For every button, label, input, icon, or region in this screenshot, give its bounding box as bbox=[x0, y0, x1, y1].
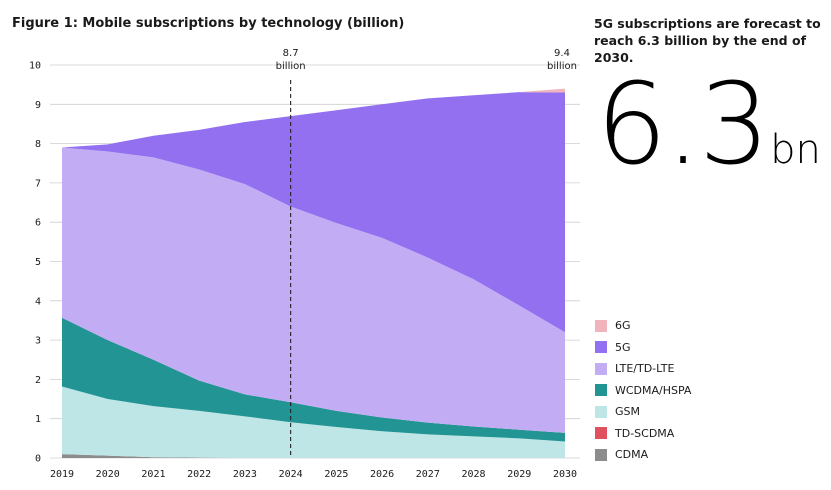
annotation-2024-line-1: billion bbox=[276, 61, 306, 72]
y-tick-6: 6 bbox=[35, 218, 41, 229]
y-tick-3: 3 bbox=[35, 336, 41, 347]
x-tick-2029: 2029 bbox=[507, 469, 531, 480]
legend-label-gsm: GSM bbox=[615, 405, 640, 419]
y-tick-2: 2 bbox=[35, 375, 41, 386]
x-tick-2030: 2030 bbox=[553, 469, 577, 480]
legend-label-td-scdma: TD-SCDMA bbox=[615, 426, 675, 440]
x-tick-2022: 2022 bbox=[187, 469, 211, 480]
legend-label-5g: 5G bbox=[615, 340, 631, 354]
x-tick-2021: 2021 bbox=[141, 469, 165, 480]
legend-item-5g: 5G bbox=[595, 337, 691, 359]
annotation-2024-line-0: 8.7 bbox=[283, 48, 299, 59]
legend-label-cdma: CDMA bbox=[615, 448, 649, 462]
legend-item-lte-td-lte: LTE/TD-LTE bbox=[595, 358, 691, 380]
axis-labels: 0 1 2 3 4 5 6 7 8 9 10 2019 2020 2021 2022 2023 2024 2025… bbox=[29, 61, 577, 481]
area-5g bbox=[62, 92, 565, 333]
legend-swatch-wcdma-hspa bbox=[595, 384, 607, 397]
y-tick-5: 5 bbox=[35, 257, 41, 268]
area-gsm bbox=[62, 386, 565, 458]
legend-item-gsm: GSM bbox=[595, 401, 691, 423]
area-cdma bbox=[62, 454, 565, 458]
legend-label-wcdma-hspa: WCDMA/HSPA bbox=[615, 383, 692, 397]
x-tick-2023: 2023 bbox=[233, 469, 257, 480]
legend-label-lte-td-lte: LTE/TD-LTE bbox=[615, 362, 675, 376]
legend-swatch-5g bbox=[595, 341, 607, 354]
y-tick-7: 7 bbox=[35, 178, 41, 189]
x-tick-2019: 2019 bbox=[50, 469, 74, 480]
y-tick-10: 10 bbox=[29, 61, 41, 72]
area-wcdma-hspa bbox=[62, 317, 565, 442]
legend-swatch-gsm bbox=[595, 405, 607, 418]
y-tick-1: 1 bbox=[35, 414, 41, 425]
y-tick-9: 9 bbox=[35, 100, 41, 111]
annotations: 8.7 billion 9.4 billion bbox=[276, 48, 577, 458]
area-series bbox=[62, 88, 565, 458]
legend-swatch-lte-td-lte bbox=[595, 362, 607, 375]
stacked-area-chart: 0 1 2 3 4 5 6 7 8 9 10 2019 2020 2021 2022 2023 2024 2025… bbox=[29, 48, 580, 481]
chart-title: Figure 1: Mobile subscriptions by techno… bbox=[12, 16, 405, 31]
x-tick-2024: 2024 bbox=[279, 469, 303, 480]
x-tick-2020: 2020 bbox=[96, 469, 120, 480]
legend-item-cdma: CDMA bbox=[595, 444, 691, 466]
legend-swatch-td-scdma bbox=[595, 427, 607, 440]
legend-swatch-cdma bbox=[595, 448, 607, 461]
legend-item-wcdma-hspa: WCDMA/HSPA bbox=[595, 380, 691, 402]
area-lte-td-lte bbox=[62, 147, 565, 433]
legend-swatch-6g bbox=[595, 319, 607, 332]
legend-item-6g: 6G bbox=[595, 315, 691, 337]
annotation-2030-line-1: billion bbox=[547, 61, 577, 72]
big-number-value: 6.3 bbox=[596, 60, 770, 190]
x-tick-2027: 2027 bbox=[416, 469, 440, 480]
big-number: 6.3bn bbox=[596, 60, 821, 190]
callout-text: 5G subscriptions are forecast to reach 6… bbox=[594, 16, 821, 65]
y-tick-8: 8 bbox=[35, 139, 41, 150]
legend-item-td-scdma: TD-SCDMA bbox=[595, 423, 691, 445]
x-tick-2028: 2028 bbox=[461, 469, 485, 480]
x-tick-2026: 2026 bbox=[370, 469, 394, 480]
y-tick-0: 0 bbox=[35, 454, 41, 465]
legend-label-6g: 6G bbox=[615, 319, 631, 333]
y-tick-4: 4 bbox=[35, 296, 41, 307]
legend: 6G 5G LTE/TD-LTE WCDMA/HSPA GSM TD-SCDMA CDMA bbox=[595, 315, 691, 466]
annotation-2030-line-0: 9.4 bbox=[554, 48, 570, 59]
big-number-unit: bn bbox=[770, 127, 821, 173]
x-tick-2025: 2025 bbox=[324, 469, 348, 480]
